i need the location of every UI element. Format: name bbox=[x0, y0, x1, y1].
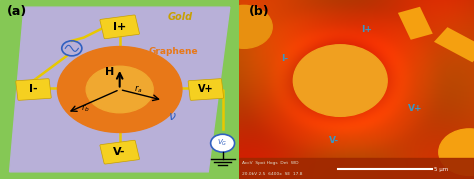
Bar bbox=[398, 7, 433, 40]
Ellipse shape bbox=[57, 47, 182, 132]
Text: V-: V- bbox=[328, 136, 338, 145]
Text: $\nu$: $\nu$ bbox=[168, 110, 176, 123]
Text: Graphene: Graphene bbox=[148, 47, 198, 56]
Text: I+: I+ bbox=[361, 25, 373, 34]
Bar bbox=[434, 27, 474, 62]
Text: $V_G$: $V_G$ bbox=[218, 138, 228, 148]
Text: V+: V+ bbox=[408, 104, 423, 113]
Text: (a): (a) bbox=[7, 5, 27, 18]
Circle shape bbox=[210, 134, 235, 152]
Text: I+: I+ bbox=[113, 22, 126, 32]
Ellipse shape bbox=[86, 66, 153, 113]
Text: I-: I- bbox=[282, 54, 289, 63]
FancyBboxPatch shape bbox=[16, 79, 51, 100]
FancyBboxPatch shape bbox=[100, 140, 139, 164]
Text: (b): (b) bbox=[249, 5, 269, 18]
Polygon shape bbox=[9, 7, 230, 172]
Text: I-: I- bbox=[29, 84, 38, 95]
Circle shape bbox=[439, 129, 474, 175]
Text: $r_b$: $r_b$ bbox=[82, 103, 90, 115]
FancyBboxPatch shape bbox=[100, 15, 139, 39]
Circle shape bbox=[293, 45, 387, 116]
Bar bbox=[239, 158, 474, 179]
Text: $r_a$: $r_a$ bbox=[134, 83, 143, 95]
Circle shape bbox=[216, 5, 272, 48]
Text: V+: V+ bbox=[198, 84, 214, 95]
Text: 5 μm: 5 μm bbox=[434, 167, 448, 172]
Text: 20.0kV 2.5  6400x  SE  17.8: 20.0kV 2.5 6400x SE 17.8 bbox=[242, 171, 302, 176]
FancyBboxPatch shape bbox=[188, 79, 224, 100]
Text: V-: V- bbox=[113, 147, 126, 157]
Text: AccV  Spot Hogs  Det  WD: AccV Spot Hogs Det WD bbox=[242, 161, 298, 165]
Text: Gold: Gold bbox=[168, 12, 193, 22]
Text: H: H bbox=[105, 67, 115, 77]
